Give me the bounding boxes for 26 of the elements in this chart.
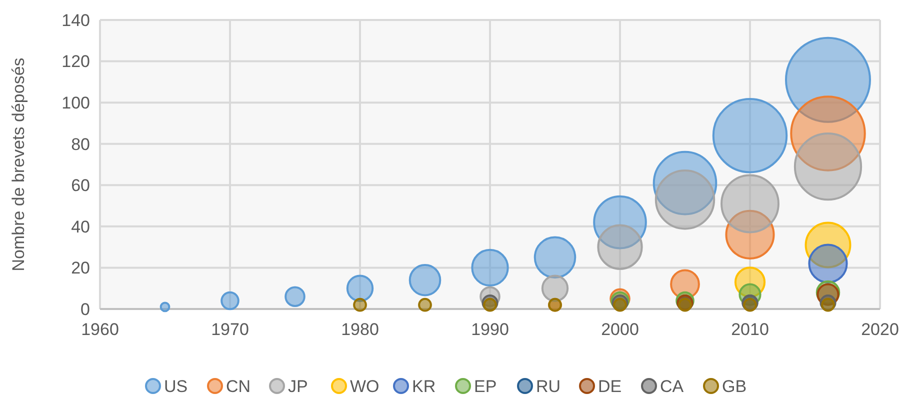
x-tick-label: 1960 [81,320,119,339]
y-tick-label: 40 [71,217,90,236]
legend-label: CA [660,376,684,396]
legend-label: GB [722,376,747,396]
legend-label: WO [350,376,380,396]
x-tick-label: 1990 [471,320,509,339]
x-tick-label: 1980 [341,320,379,339]
y-tick-label: 120 [62,52,90,72]
x-tick-label: 1970 [211,320,249,339]
y-tick-label: 60 [71,176,90,196]
legend-label: CN [226,376,251,396]
x-tick-label: 2000 [601,320,639,339]
y-axis-title: Nombre de brevets déposés [9,58,28,272]
y-tick-label: 0 [80,300,90,319]
y-tick-label: 140 [62,10,90,30]
legend-label: US [164,376,188,396]
x-tick-label: 2020 [861,320,899,339]
y-tick-label: 80 [71,134,90,154]
legend-label: EP [474,376,497,396]
legend-label: JP [288,376,308,396]
legend-label: DE [598,376,622,396]
y-tick-label: 100 [62,94,90,113]
y-tick-label: 20 [71,258,90,278]
x-tick-label: 2010 [731,320,769,339]
legend-label: KR [412,376,436,396]
legend-label: RU [536,376,561,396]
